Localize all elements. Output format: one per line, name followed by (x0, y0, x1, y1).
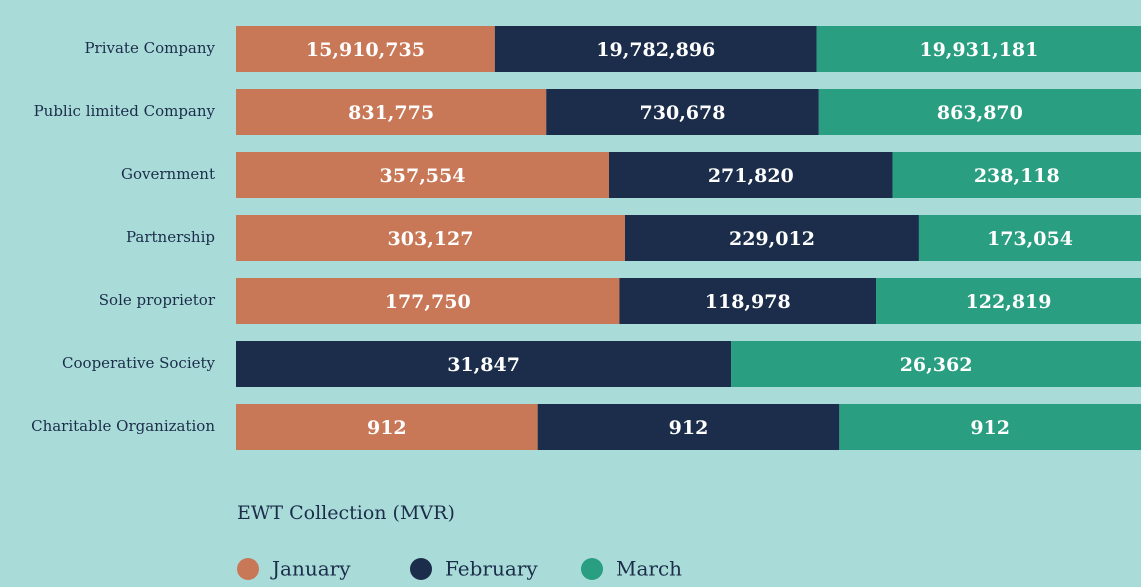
bar-segment (818, 89, 1141, 135)
value-label: 912 (970, 417, 1010, 439)
legend-swatch (581, 558, 603, 580)
legend-label: February (445, 557, 538, 581)
bar-segment (236, 341, 732, 387)
value-label: 173,054 (987, 228, 1073, 250)
bar-segment (236, 215, 626, 261)
bar-segment (839, 404, 1141, 450)
bar-segment (546, 89, 819, 135)
bar-segment (619, 278, 877, 324)
value-label: 229,012 (729, 228, 815, 250)
value-label: 863,870 (937, 102, 1023, 124)
value-label: 303,127 (388, 228, 474, 250)
legend-label: March (616, 557, 682, 581)
value-label: 912 (669, 417, 709, 439)
category-label: Partnership (126, 228, 215, 246)
value-label: 19,782,896 (596, 39, 715, 61)
bar-segment (816, 26, 1141, 72)
bar-segment (609, 152, 893, 198)
value-label: 357,554 (380, 165, 466, 187)
bar-segment (236, 152, 610, 198)
bar-segment (236, 278, 620, 324)
value-label: 122,819 (966, 291, 1052, 313)
value-label: 26,362 (900, 354, 973, 376)
value-label: 177,750 (385, 291, 471, 313)
legend-swatch (237, 558, 259, 580)
value-label: 31,847 (447, 354, 520, 376)
legend-swatch (410, 558, 432, 580)
category-label: Cooperative Society (62, 354, 215, 372)
bar-segment (537, 404, 840, 450)
bar-segment (236, 26, 495, 72)
legend-label: January (270, 557, 351, 581)
value-label: 15,910,735 (306, 39, 425, 61)
value-label: 730,678 (640, 102, 726, 124)
bar-segment (494, 26, 817, 72)
value-label: 271,820 (708, 165, 794, 187)
value-label: 238,118 (974, 165, 1060, 187)
value-label: 118,978 (705, 291, 791, 313)
value-label: 912 (367, 417, 407, 439)
category-label: Charitable Organization (31, 417, 215, 435)
bar-segment (731, 341, 1141, 387)
value-label: 831,775 (348, 102, 434, 124)
bar-segment (236, 404, 538, 450)
bar-segment (876, 278, 1141, 324)
bar-segment (236, 89, 547, 135)
bar-segment (625, 215, 919, 261)
value-label: 19,931,181 (919, 39, 1038, 61)
category-label: Private Company (84, 39, 215, 57)
bar-segment (918, 215, 1141, 261)
bar-segment (892, 152, 1141, 198)
category-label: Sole proprietor (99, 291, 216, 309)
category-label: Public limited Company (34, 102, 216, 120)
category-label: Government (121, 165, 215, 183)
x-axis-label: EWT Collection (MVR) (237, 502, 455, 524)
